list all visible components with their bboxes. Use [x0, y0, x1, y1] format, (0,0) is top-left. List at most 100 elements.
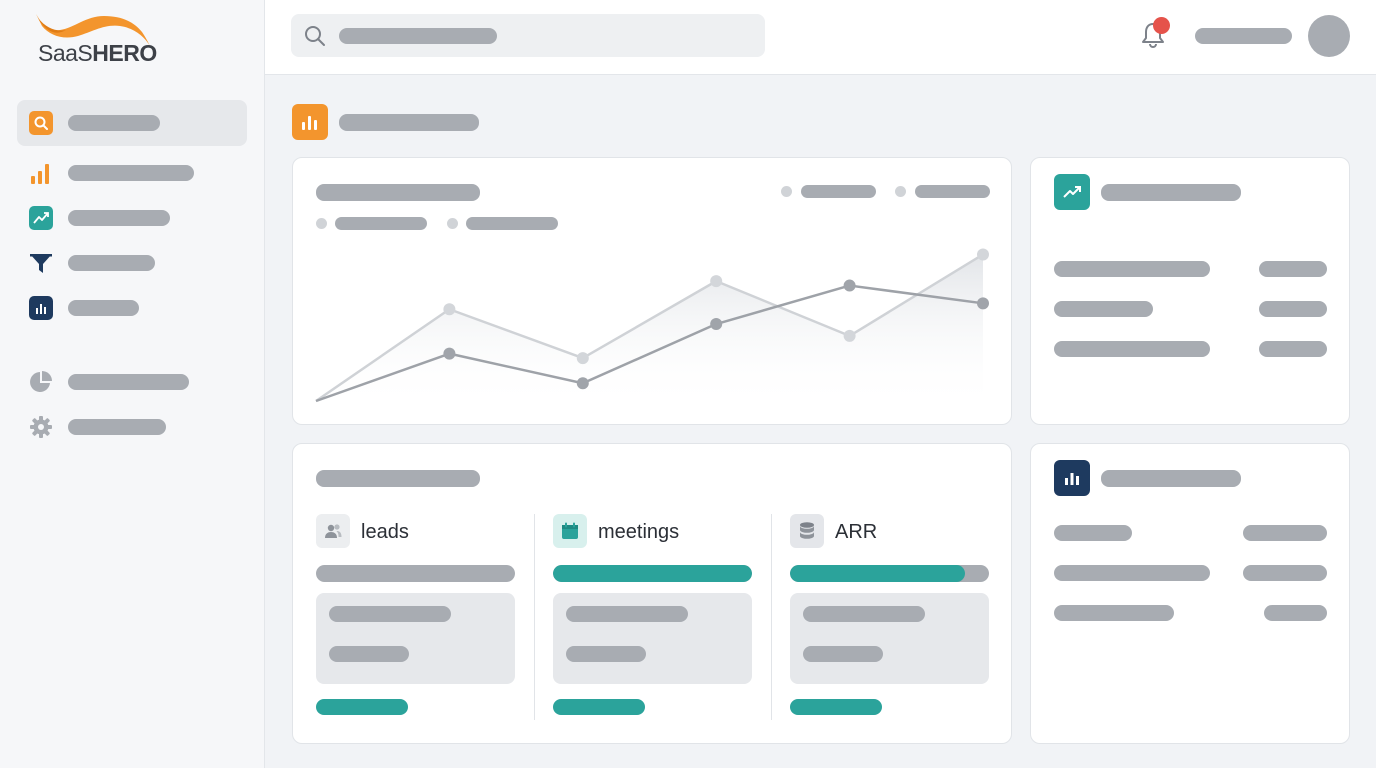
calendar-icon	[553, 514, 587, 548]
breakdown-card	[1030, 443, 1350, 744]
logo-swoosh-icon	[36, 14, 150, 46]
sidebar-item-label	[68, 374, 189, 390]
sidebar-item-label	[68, 255, 155, 271]
pie-chart-icon	[28, 370, 54, 394]
top-bar	[265, 0, 1376, 75]
page-bar-chart-icon	[292, 104, 328, 140]
kpi-label: meetings	[598, 521, 680, 543]
search-input[interactable]	[291, 14, 765, 57]
detail-line	[329, 646, 409, 662]
chart-title	[316, 184, 480, 201]
data-point[interactable]	[443, 347, 456, 360]
logo[interactable]: SaaSHERO	[34, 10, 164, 70]
divider	[534, 514, 535, 720]
kpi-status-pill	[790, 699, 882, 715]
search-placeholder	[339, 28, 497, 44]
legend-dot	[781, 186, 792, 197]
kpi-status-pill	[316, 699, 408, 715]
metric-value	[1243, 525, 1327, 541]
kpi-progress-track	[790, 565, 989, 582]
legend-dot	[316, 218, 327, 229]
detail-line	[329, 606, 451, 622]
series-area	[316, 254, 983, 409]
logo-text-light: SaaS	[38, 40, 93, 66]
sidebar: SaaSHERO	[0, 0, 265, 768]
sidebar-item-label	[68, 210, 170, 226]
legend-dot	[447, 218, 458, 229]
metric-value	[1264, 605, 1327, 621]
logo-text-bold: HERO	[92, 40, 157, 66]
card-title	[1101, 184, 1241, 201]
legend-entry[interactable]	[335, 217, 427, 230]
kpi-card-title	[316, 470, 480, 487]
detail-line	[803, 606, 925, 622]
logo-wordmark: SaaSHERO	[38, 40, 157, 67]
trend-chart-card	[292, 157, 1012, 425]
search-icon	[304, 25, 326, 52]
metric-value	[1259, 261, 1327, 277]
column-chart-icon	[1054, 460, 1090, 496]
summary-card	[1030, 157, 1350, 425]
divider	[771, 514, 772, 720]
funnel-icon	[28, 251, 54, 275]
metric-value	[1243, 565, 1327, 581]
data-point[interactable]	[843, 279, 856, 292]
series-line	[315, 253, 984, 403]
sidebar-item-trends[interactable]	[17, 195, 247, 241]
metric-label	[1054, 565, 1210, 581]
kpi-progress-fill	[790, 565, 966, 582]
sidebar-item-analytics[interactable]	[17, 150, 247, 196]
detail-line	[566, 606, 688, 622]
metric-value	[1259, 341, 1327, 357]
sidebar-item-label	[68, 165, 194, 181]
sidebar-item-reports[interactable]	[17, 285, 247, 331]
users-icon	[316, 514, 350, 548]
kpi-progress-fill	[553, 565, 752, 582]
data-point[interactable]	[443, 303, 456, 316]
user-name[interactable]	[1195, 28, 1292, 44]
metric-value	[1259, 301, 1327, 317]
sidebar-item-label	[68, 115, 160, 131]
metric-label	[1054, 341, 1210, 357]
detail-line	[803, 646, 883, 662]
sidebar-item-label	[68, 419, 166, 435]
sidebar-item-settings[interactable]	[17, 404, 247, 450]
data-point[interactable]	[710, 318, 723, 331]
metric-label	[1054, 605, 1174, 621]
search-icon	[29, 111, 53, 135]
avatar[interactable]	[1308, 15, 1350, 57]
kpi-progress-track	[553, 565, 752, 582]
metric-label	[1054, 301, 1153, 317]
data-point[interactable]	[710, 275, 723, 288]
metric-label	[1054, 261, 1210, 277]
notification-badge	[1153, 17, 1170, 34]
kpi-label: leads	[361, 521, 409, 543]
trend-up-icon	[1054, 174, 1090, 210]
notifications-button[interactable]	[1140, 17, 1170, 51]
kpi-detail-box	[316, 593, 515, 684]
legend-dot	[895, 186, 906, 197]
legend-entry[interactable]	[915, 185, 990, 198]
card-title	[1101, 470, 1241, 487]
data-point[interactable]	[576, 352, 589, 365]
kpi-label: ARR	[835, 521, 878, 543]
series-line	[315, 284, 984, 403]
column-chart-icon	[29, 296, 53, 320]
trend-up-icon	[29, 206, 53, 230]
legend-entry[interactable]	[801, 185, 876, 198]
data-point[interactable]	[576, 377, 589, 390]
sidebar-item-search[interactable]	[17, 100, 247, 146]
sidebar-item-breakdown[interactable]	[17, 359, 247, 405]
bar-chart-icon	[28, 161, 54, 185]
data-point[interactable]	[843, 329, 856, 342]
page-title	[339, 114, 479, 131]
legend-entry[interactable]	[466, 217, 558, 230]
data-point[interactable]	[977, 248, 989, 261]
kpi-status-pill	[553, 699, 645, 715]
sidebar-item-funnel[interactable]	[17, 240, 247, 286]
data-point[interactable]	[977, 297, 989, 310]
database-icon	[790, 514, 824, 548]
detail-line	[566, 646, 646, 662]
kpi-detail-box	[553, 593, 752, 684]
metric-label	[1054, 525, 1132, 541]
